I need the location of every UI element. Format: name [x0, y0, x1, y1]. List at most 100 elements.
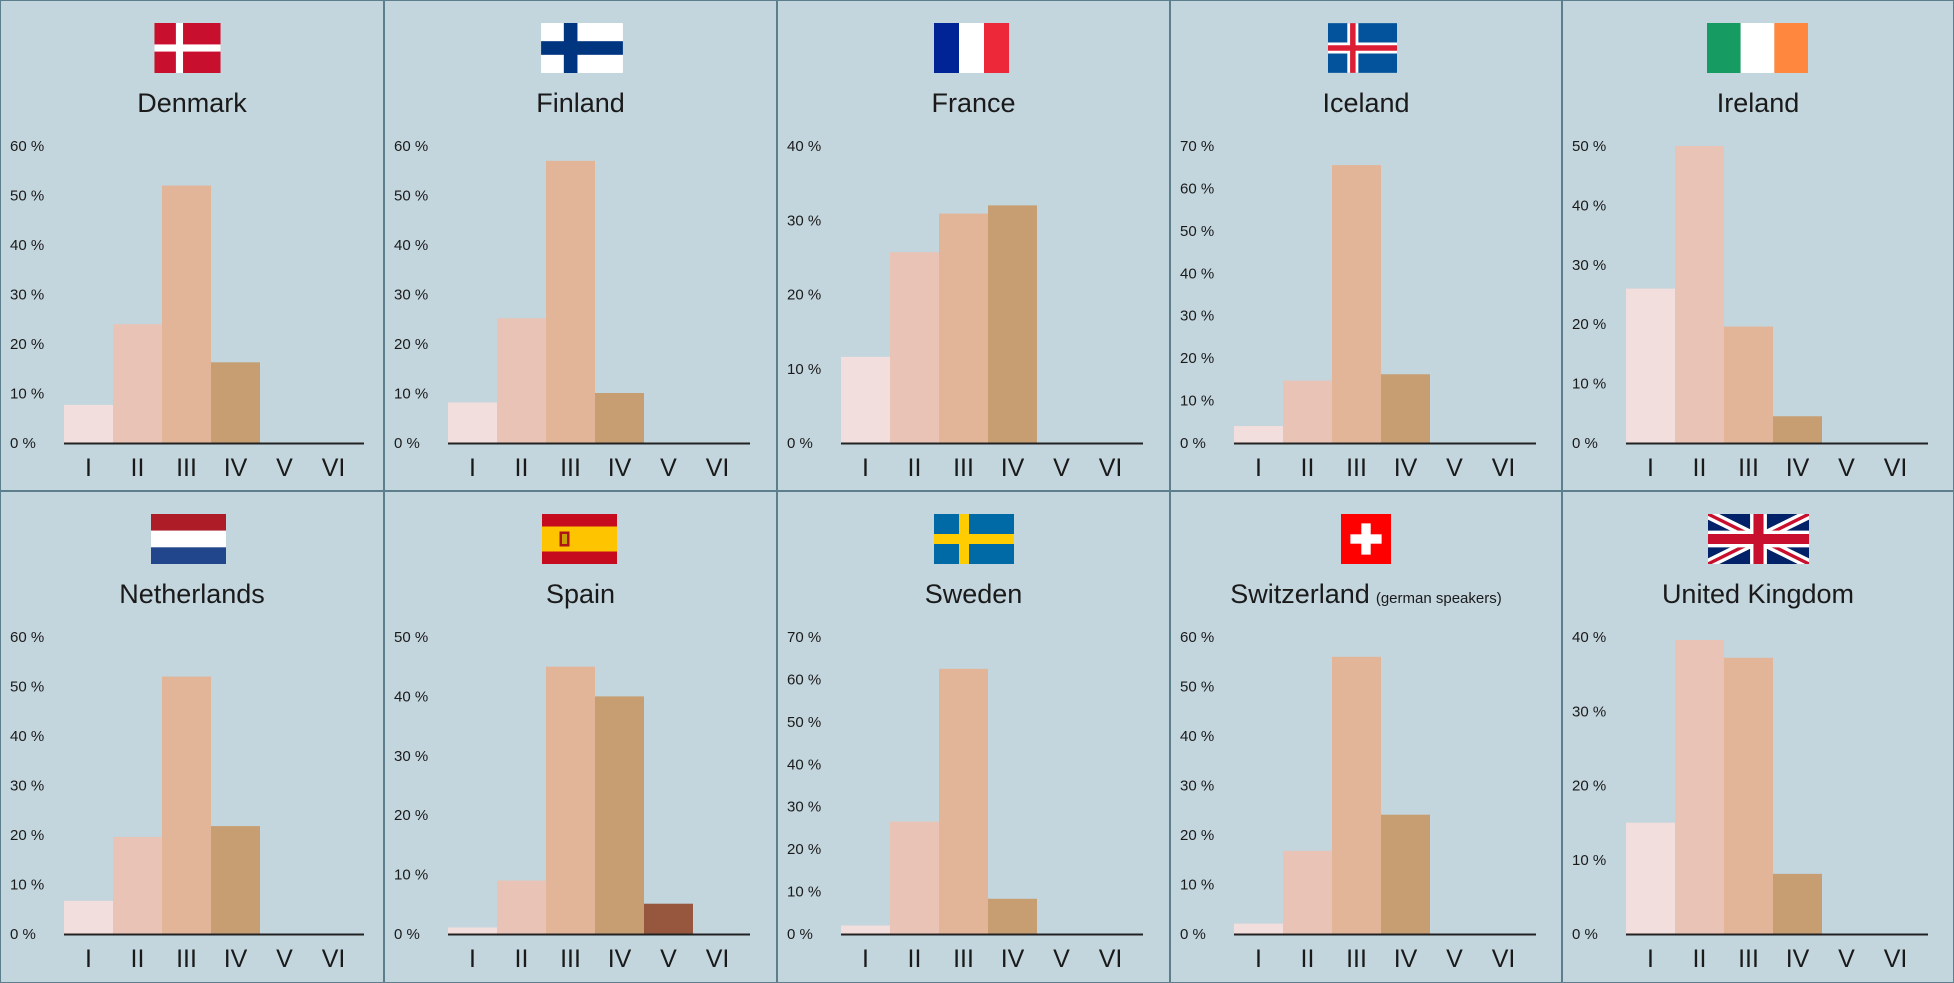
- y-tick-label: 30 %: [1572, 257, 1606, 274]
- y-tick-label: 10 %: [1180, 877, 1214, 894]
- y-tick-label: 0 %: [1180, 435, 1206, 452]
- chart-panel-ireland: Ireland 0 % 10 % 20 % 30 % 40 % 50 % I II III IV V…: [1562, 0, 1954, 491]
- bar-I: [448, 927, 497, 934]
- bar-chart: 0 %10 %20 %30 %40 %50 %60 %I II III IV V VI: [394, 138, 750, 482]
- bar-chart: 0 %10 %20 %30 %40 %50 %60 %I II III IV V VI: [10, 629, 364, 973]
- x-tick-label: VI: [1884, 945, 1908, 973]
- x-tick-label: I: [469, 454, 476, 482]
- y-tick-label: 20 %: [1572, 316, 1606, 333]
- x-tick-label: IV: [1394, 454, 1418, 482]
- switzerland-flag-icon: [1341, 514, 1391, 564]
- bar-III: [1724, 326, 1773, 443]
- x-tick-label: IV: [1394, 945, 1418, 973]
- x-tick-label: I: [1647, 945, 1654, 973]
- x-tick-label: VI: [1884, 454, 1908, 482]
- y-tick-label: 0 %: [394, 926, 420, 943]
- x-tick-label: V: [1053, 945, 1070, 973]
- y-tick-label: 20 %: [10, 827, 44, 844]
- y-tick-label: 60 %: [1180, 629, 1214, 646]
- bar-II: [497, 880, 546, 934]
- y-tick-label: 50 %: [394, 629, 428, 646]
- bar-II: [1283, 380, 1332, 443]
- y-tick-label: 10 %: [1180, 393, 1214, 410]
- y-tick-label: 60 %: [10, 629, 44, 646]
- y-tick-label: 60 %: [10, 138, 44, 155]
- x-tick-label: IV: [608, 454, 632, 482]
- x-tick-label: II: [1693, 454, 1707, 482]
- x-tick-label: VI: [706, 454, 730, 482]
- x-tick-label: I: [469, 945, 476, 973]
- bar-chart: 0 %10 %20 %30 %40 %50 %I II III IV V VI: [1572, 138, 1928, 482]
- x-tick-label: V: [1053, 454, 1070, 482]
- y-tick-label: 20 %: [787, 287, 821, 304]
- x-tick-label: III: [1738, 945, 1759, 973]
- bar-II: [890, 821, 939, 934]
- bar-III: [939, 213, 988, 443]
- chart-panel-spain: Spain 0 % 10 % 20 % 30 % 40 % 50 % I II III IV V VI: [384, 491, 777, 983]
- y-tick-label: 10 %: [1572, 852, 1606, 869]
- x-tick-label: III: [1346, 454, 1367, 482]
- finland-flag-icon: [541, 23, 623, 73]
- chart-panel-sweden: Sweden 0 % 10 % 20 % 30 % 40 % 50 % 60 % 70 % I I…: [777, 491, 1170, 983]
- chart-panel-denmark: Denmark 0 % 10 % 20 % 30 % 40 % 50 % 60 % I II II…: [0, 0, 384, 491]
- x-tick-label: V: [660, 945, 677, 973]
- y-tick-label: 40 %: [1180, 728, 1214, 745]
- france-flag-icon: [934, 23, 1009, 73]
- x-tick-label: II: [1693, 945, 1707, 973]
- y-tick-label: 40 %: [787, 756, 821, 773]
- x-tick-label: I: [85, 945, 92, 973]
- bar-II: [113, 836, 162, 934]
- bar-III: [939, 668, 988, 934]
- y-tick-label: 30 %: [1572, 703, 1606, 720]
- y-tick-label: 10 %: [10, 877, 44, 894]
- chart-title: Sweden: [924, 579, 1023, 609]
- x-tick-label: I: [85, 454, 92, 482]
- x-tick-label: II: [131, 945, 145, 973]
- bar-I: [841, 925, 890, 934]
- x-tick-label: I: [1647, 454, 1654, 482]
- x-tick-label: V: [276, 454, 293, 482]
- bar-IV: [211, 826, 260, 934]
- chart-title: Netherlands: [119, 579, 265, 609]
- ireland-flag-icon: [1707, 23, 1808, 73]
- y-tick-label: 0 %: [787, 435, 813, 452]
- y-tick-label: 60 %: [394, 138, 428, 155]
- chart-title: Finland: [536, 88, 625, 118]
- bar-IV: [1381, 374, 1430, 443]
- bar-I: [448, 402, 497, 443]
- bar-IV: [1773, 873, 1822, 934]
- bar-V: [644, 903, 693, 934]
- x-tick-label: VI: [322, 454, 346, 482]
- x-tick-label: III: [560, 454, 581, 482]
- united-kingdom-flag-icon: [1708, 514, 1809, 564]
- y-tick-label: 40 %: [787, 138, 821, 155]
- y-tick-label: 10 %: [1572, 376, 1606, 393]
- y-tick-label: 10 %: [10, 386, 44, 403]
- x-tick-label: IV: [224, 454, 248, 482]
- spain-flag-icon: [542, 514, 617, 564]
- y-tick-label: 0 %: [10, 435, 36, 452]
- x-tick-label: II: [908, 945, 922, 973]
- chart-title: Iceland: [1322, 88, 1410, 118]
- bar-II: [113, 324, 162, 443]
- x-tick-label: II: [1301, 454, 1315, 482]
- x-tick-label: I: [1255, 454, 1262, 482]
- x-tick-label: IV: [224, 945, 248, 973]
- x-tick-label: III: [176, 454, 197, 482]
- y-tick-label: 0 %: [1180, 926, 1206, 943]
- chart-panel-netherlands: Netherlands 0 % 10 % 20 % 30 % 40 % 50 % 60 % I…: [0, 491, 384, 983]
- bar-III: [1332, 165, 1381, 444]
- bar-chart: 0 %10 %20 %30 %40 %50 %I II III IV V VI: [394, 629, 750, 973]
- x-tick-label: IV: [1786, 454, 1810, 482]
- y-tick-label: 70 %: [1180, 138, 1214, 155]
- y-tick-label: 30 %: [1180, 308, 1214, 325]
- y-tick-label: 20 %: [787, 841, 821, 858]
- bar-IV: [1773, 416, 1822, 443]
- bar-III: [546, 160, 595, 443]
- y-tick-label: 10 %: [787, 884, 821, 901]
- y-tick-label: 0 %: [10, 926, 36, 943]
- y-tick-label: 20 %: [1180, 350, 1214, 367]
- bar-chart: 0 %10 %20 %30 %40 %I II III IV V VI: [787, 138, 1143, 482]
- x-tick-label: V: [1838, 945, 1855, 973]
- chart-panel-france: France 0 % 10 % 20 % 30 % 40 % I II III IV V VI: [777, 0, 1170, 491]
